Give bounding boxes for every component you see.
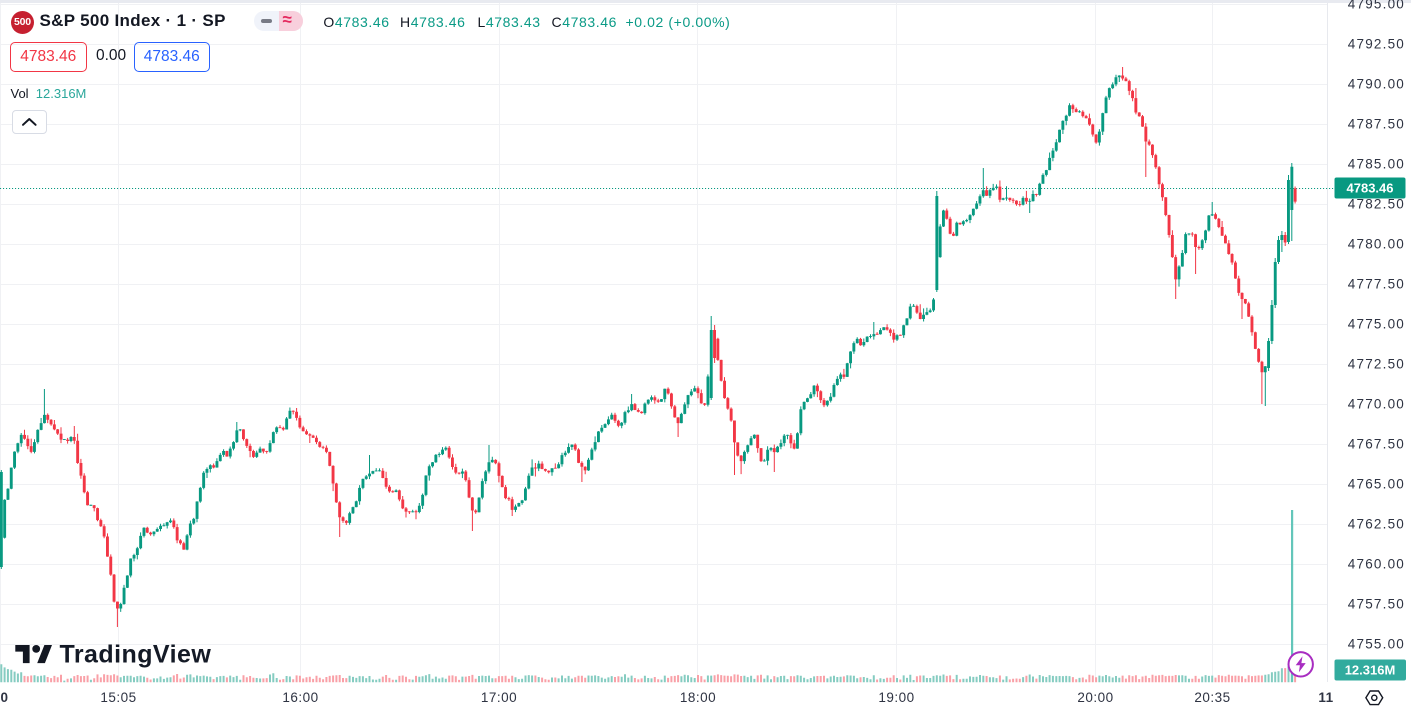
svg-text:4757.50: 4757.50: [1348, 597, 1405, 612]
svg-text:4770.00: 4770.00: [1348, 397, 1405, 412]
svg-text:4772.50: 4772.50: [1348, 357, 1405, 372]
svg-text:4780.00: 4780.00: [1348, 237, 1405, 252]
svg-text:4783.46: 4783.46: [1347, 181, 1394, 196]
svg-text:12.316M: 12.316M: [1345, 663, 1396, 678]
svg-text:4777.50: 4777.50: [1348, 277, 1405, 292]
svg-text:20:35: 20:35: [1194, 690, 1230, 705]
svg-text:4767.50: 4767.50: [1348, 437, 1405, 452]
svg-text:4785.00: 4785.00: [1348, 157, 1405, 172]
svg-text:11: 11: [1318, 690, 1333, 705]
svg-text:18:00: 18:00: [680, 690, 716, 705]
svg-text:10: 10: [0, 690, 9, 705]
svg-text:4765.00: 4765.00: [1348, 477, 1405, 492]
svg-text:4787.50: 4787.50: [1348, 117, 1405, 132]
svg-text:4760.00: 4760.00: [1348, 557, 1405, 572]
svg-text:4775.00: 4775.00: [1348, 317, 1405, 332]
svg-text:4762.50: 4762.50: [1348, 517, 1405, 532]
svg-text:20:00: 20:00: [1077, 690, 1113, 705]
svg-text:4755.00: 4755.00: [1348, 637, 1405, 652]
svg-text:15:05: 15:05: [100, 690, 136, 705]
svg-text:19:00: 19:00: [878, 690, 914, 705]
svg-text:17:00: 17:00: [481, 690, 517, 705]
svg-text:4792.50: 4792.50: [1348, 37, 1405, 52]
svg-text:TradingView: TradingView: [60, 641, 212, 669]
svg-text:16:00: 16:00: [282, 690, 318, 705]
svg-text:4790.00: 4790.00: [1348, 77, 1405, 92]
svg-text:4782.50: 4782.50: [1348, 197, 1405, 212]
svg-text:4795.00: 4795.00: [1348, 0, 1405, 12]
